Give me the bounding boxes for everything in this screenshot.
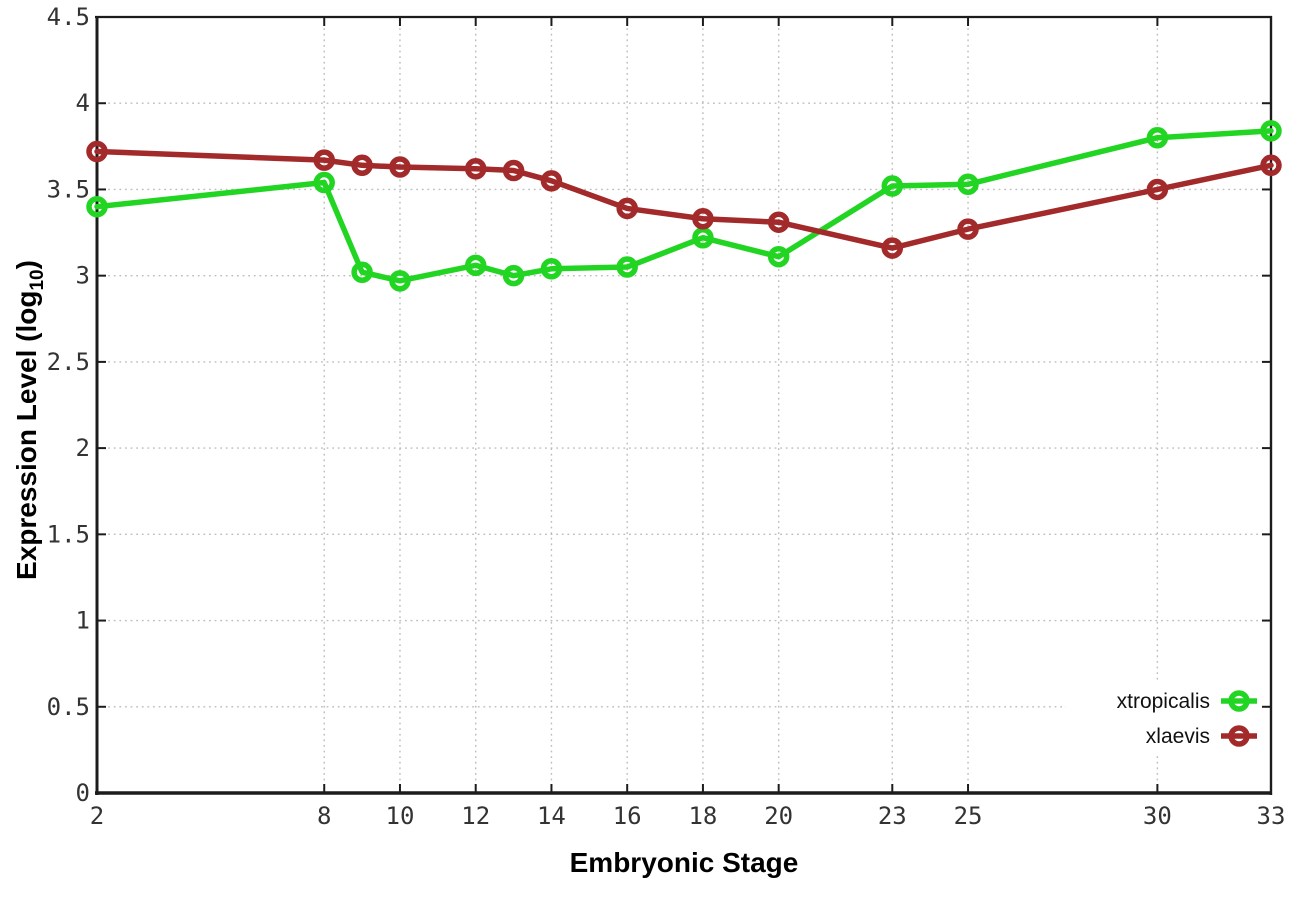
chart-generated-layer: 0 0.5 1 1.5 2 2.5 3 3.5 4 4.5 2 8 10 12 14 16 18 20 23 25 30…: [47, 3, 1286, 830]
x-tick-label: 33: [1257, 802, 1286, 830]
tick-labels: 0 0.5 1 1.5 2 2.5 3 3.5 4 4.5 2 8 10 12 14 16 18 20 23 25 30…: [47, 3, 1286, 830]
data-point-xlaevis: [767, 211, 790, 233]
x-tick-label: 8: [317, 802, 331, 830]
data-point-xtropicalis: [464, 254, 487, 277]
legend-marker-sample: [1228, 690, 1250, 712]
y-tick-label: 1.5: [47, 520, 90, 548]
y-axis-title: Expression Level (log10): [11, 260, 48, 580]
legend: xtropicalis xlaevis: [1117, 690, 1257, 748]
tick-marks: [96, 16, 1272, 794]
y-tick-label: 3: [76, 262, 90, 290]
data-point-xlaevis: [692, 208, 714, 230]
x-tick-label: 23: [878, 802, 907, 830]
legend-row-xlaevis: xlaevis: [1146, 725, 1257, 748]
x-tick-label: 14: [537, 802, 566, 830]
data-point-xtropicalis: [957, 173, 979, 196]
legend-label-xlaevis: xlaevis: [1146, 725, 1210, 748]
y-tick-label: 4.5: [47, 3, 90, 31]
data-point-xlaevis: [881, 237, 904, 259]
data-point-xtropicalis: [767, 245, 790, 268]
data-point-xlaevis: [1260, 154, 1282, 177]
data-point-xtropicalis: [692, 226, 714, 249]
data-point-xtropicalis: [616, 256, 638, 278]
y-tick-label: 2.5: [47, 348, 90, 376]
grid: [97, 17, 1271, 793]
x-tick-label: 20: [764, 802, 793, 830]
data-point-xtropicalis: [86, 195, 108, 218]
series-xtropicalis: [86, 120, 1282, 292]
data-point-xtropicalis: [502, 264, 525, 287]
data-point-xtropicalis: [1146, 126, 1169, 149]
data-point-xlaevis: [389, 156, 411, 178]
x-tick-label: 25: [954, 802, 983, 830]
y-tick-label: 1: [76, 607, 90, 635]
data-point-xtropicalis: [389, 270, 411, 292]
data-point-xlaevis: [1146, 178, 1169, 201]
y-tick-label: 0: [76, 779, 90, 807]
data-point-xtropicalis: [1260, 120, 1282, 142]
data-point-xlaevis: [351, 154, 373, 177]
data-point-xtropicalis: [540, 258, 563, 280]
y-tick-label: 2: [76, 434, 90, 462]
series-line-xtropicalis: [94, 128, 1274, 284]
x-tick-label: 16: [613, 802, 642, 830]
series-xlaevis: [86, 140, 1282, 259]
y-tick-label: 3.5: [47, 175, 90, 203]
data-point-xtropicalis: [351, 261, 373, 283]
x-axis-title: Embryonic Stage: [570, 847, 799, 878]
data-point-xlaevis: [502, 159, 525, 182]
data-point-xlaevis: [86, 140, 108, 163]
x-tick-label: 12: [461, 802, 490, 830]
data-point-xlaevis: [464, 158, 487, 180]
series-line-xlaevis: [94, 148, 1274, 251]
data-point-xtropicalis: [313, 171, 335, 194]
x-tick-label: 18: [688, 802, 717, 830]
legend-marker-sample: [1228, 725, 1250, 747]
data-point-xlaevis: [957, 218, 979, 240]
x-tick-label: 30: [1143, 802, 1172, 830]
x-tick-label: 10: [386, 802, 415, 830]
plot-border: [95, 15, 1273, 795]
x-tick-label: 2: [90, 802, 104, 830]
legend-row-xtropicalis: xtropicalis: [1117, 690, 1257, 713]
data-point-xlaevis: [616, 197, 638, 220]
data-point-xlaevis: [313, 149, 335, 171]
legend-label-xtropicalis: xtropicalis: [1117, 690, 1210, 713]
y-tick-label: 0.5: [47, 693, 90, 721]
data-point-xtropicalis: [881, 175, 904, 197]
y-tick-label: 4: [76, 89, 90, 117]
data-point-xlaevis: [540, 170, 563, 192]
